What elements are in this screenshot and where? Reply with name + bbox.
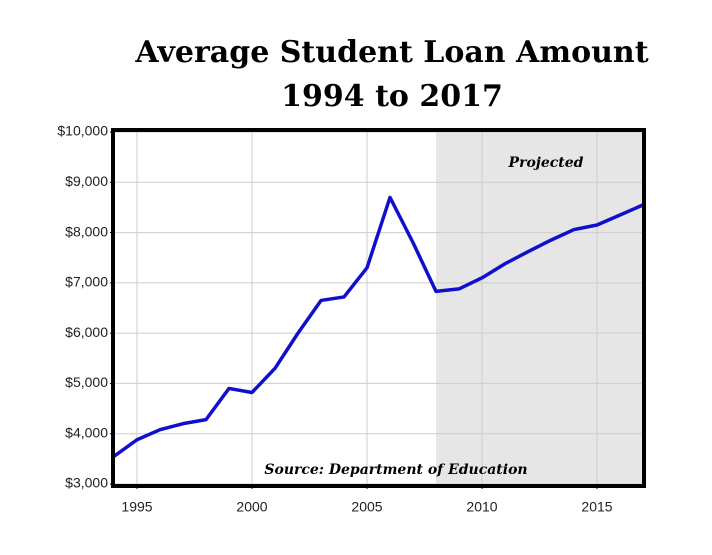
x-tick-label: 2000	[236, 499, 267, 515]
y-tick-label: $5,000	[65, 374, 108, 390]
y-tick-label: $10,000	[57, 123, 108, 139]
chart-title: Average Student Loan Amount	[134, 35, 648, 70]
y-tick-label: $6,000	[65, 324, 108, 340]
data-line	[112, 195, 644, 458]
y-tick-label: $7,000	[65, 274, 108, 290]
chart-title: 1994 to 2017	[281, 79, 503, 114]
y-tick-label: $9,000	[65, 173, 108, 189]
source-note: Source: Department of Education	[264, 462, 527, 478]
y-tick-label: $8,000	[65, 223, 108, 239]
x-tick-label: 1995	[121, 499, 152, 515]
projected-label: Projected	[508, 155, 584, 171]
x-tick-label: 2010	[466, 499, 497, 515]
y-tick-label: $4,000	[65, 424, 108, 440]
x-tick-label: 2015	[581, 499, 612, 515]
projected-region	[436, 132, 643, 484]
plot-frame	[111, 128, 646, 488]
y-tick-label: $3,000	[65, 475, 108, 491]
x-tick-label: 2005	[351, 499, 382, 515]
